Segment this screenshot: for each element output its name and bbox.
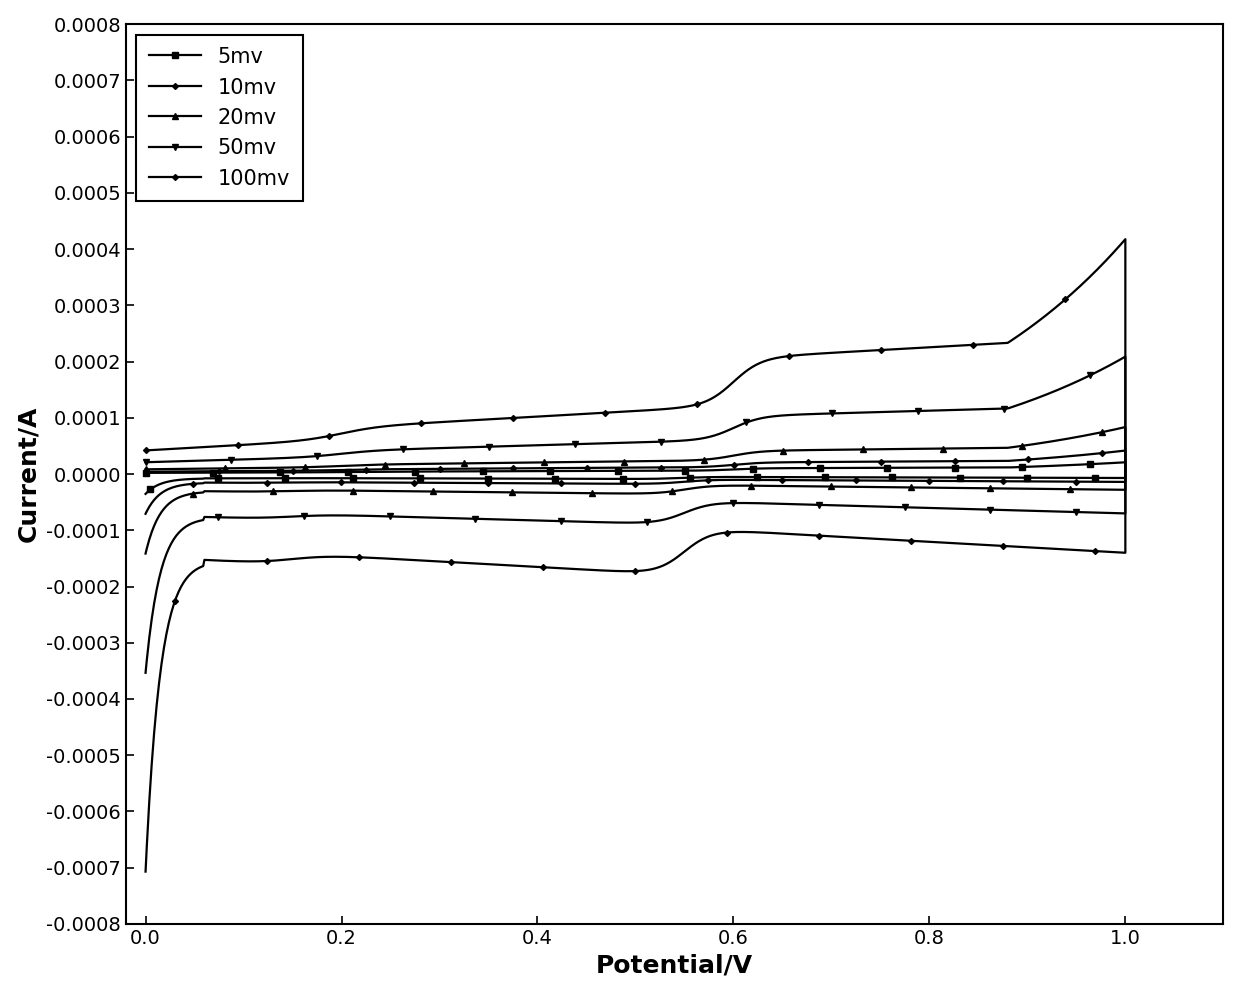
20mv [263,485,278,497]
5mv [1118,456,1133,468]
10mv [138,466,153,478]
10mv [489,462,503,474]
5mv [489,465,503,477]
5mv [1024,460,1039,472]
50mv [263,512,278,524]
Legend: 5mv, 10mv, 20mv, 50mv, 100mv: 5mv, 10mv, 20mv, 50mv, 100mv [136,35,303,201]
50mv [1024,394,1039,406]
50mv [489,440,503,452]
10mv [1095,476,1110,488]
5mv [175,467,190,479]
50mv [1118,351,1133,363]
Line: 100mv: 100mv [144,238,1127,874]
5mv [138,467,153,479]
5mv [138,488,153,500]
Y-axis label: Current/A: Current/A [16,406,41,543]
50mv [1095,507,1110,519]
20mv [175,463,190,475]
50mv [138,456,153,468]
5mv [263,472,278,484]
20mv [138,548,153,560]
20mv [1118,421,1133,433]
100mv [1118,234,1133,246]
20mv [746,480,761,492]
100mv [489,413,503,424]
100mv [1024,320,1039,332]
100mv [1095,546,1110,558]
100mv [263,555,278,567]
10mv [1118,444,1133,456]
5mv [746,471,761,483]
10mv [263,477,278,489]
50mv [175,455,190,467]
X-axis label: Potential/V: Potential/V [596,953,753,977]
Line: 10mv: 10mv [144,448,1127,516]
20mv [1095,483,1110,495]
50mv [746,497,761,509]
20mv [1024,438,1039,450]
100mv [138,444,153,456]
50mv [138,667,153,679]
100mv [746,526,761,538]
10mv [1024,453,1039,465]
100mv [175,442,190,454]
5mv [1095,472,1110,484]
10mv [175,465,190,477]
Line: 50mv: 50mv [143,354,1128,676]
10mv [138,508,153,520]
Line: 5mv: 5mv [143,459,1128,497]
Line: 20mv: 20mv [143,424,1128,557]
100mv [138,866,153,878]
20mv [138,463,153,475]
10mv [746,474,761,486]
20mv [489,457,503,469]
